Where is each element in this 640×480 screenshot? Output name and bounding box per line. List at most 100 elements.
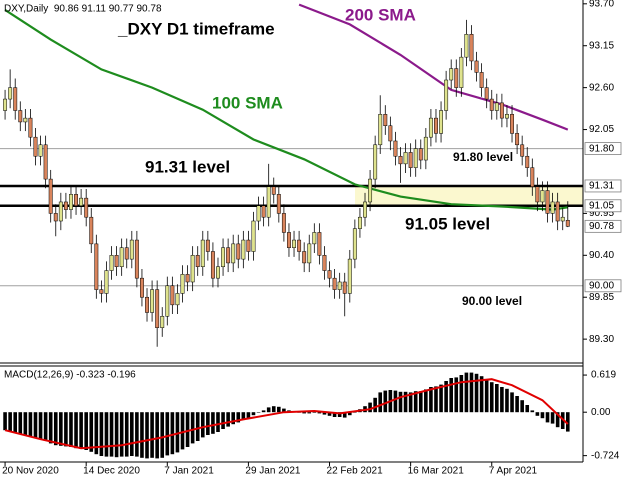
candle-body: [99, 289, 104, 294]
candle-body: [484, 87, 489, 100]
candle-body: [520, 144, 525, 157]
candle-body: [560, 216, 565, 222]
macd-bar: [130, 412, 134, 456]
macd-bar: [429, 387, 433, 413]
candle-body: [292, 239, 296, 248]
macd-bar: [459, 375, 464, 413]
candle-body: [357, 216, 362, 229]
macd-bar: [555, 412, 560, 428]
candle-body: [525, 155, 530, 168]
candle-body: [449, 68, 454, 81]
candle-body: [505, 114, 509, 119]
candle-body: [124, 247, 129, 260]
macd-bar: [59, 412, 63, 446]
macd-bar: [317, 412, 322, 414]
candle-body: [89, 216, 94, 245]
candle-body: [535, 186, 540, 203]
candle-body: [413, 148, 418, 168]
candle-body: [545, 190, 550, 214]
x-tick-label: 16 Mar 2021: [408, 466, 465, 477]
candle-body: [337, 281, 342, 290]
macd-bar: [479, 376, 484, 413]
candle-body: [119, 247, 124, 267]
candle-body: [276, 194, 281, 214]
macd-bar: [28, 412, 33, 437]
macd-bar: [195, 412, 200, 441]
macd-bar: [206, 412, 210, 435]
candle-body: [423, 136, 428, 161]
y-tick-label: 90.40: [589, 250, 614, 261]
level-label-box: [584, 179, 622, 193]
candle-body: [297, 239, 302, 252]
macd-bar: [307, 412, 312, 414]
candle-body: [363, 201, 367, 218]
candle-body: [165, 285, 170, 317]
last-price-label-box: [584, 219, 622, 233]
candle-body: [418, 148, 423, 161]
candle-body: [48, 178, 53, 214]
macd-bar: [150, 412, 154, 458]
candle-body: [231, 243, 236, 264]
candle-body: [94, 243, 99, 290]
macd-bar: [271, 406, 276, 413]
macd-bar: [43, 412, 48, 441]
candle-body: [170, 285, 175, 306]
macd-bar: [33, 412, 38, 438]
y-tick-label: 92.60: [589, 82, 614, 93]
candle-body: [302, 251, 307, 264]
y-tick-label: 89.85: [589, 292, 614, 303]
macd-bar: [251, 412, 256, 416]
macd-bar: [342, 412, 347, 418]
annotation: 91.05 level: [405, 214, 490, 233]
candle-body: [555, 201, 560, 222]
candle-body: [332, 277, 337, 290]
y-tick-label: 93.15: [589, 40, 614, 51]
macd-bar: [175, 412, 180, 453]
macd-bar: [64, 412, 68, 447]
macd-bar: [135, 412, 139, 457]
macd-bar: [256, 412, 261, 413]
macd-bar: [565, 412, 570, 432]
x-tick-label: 7 Apr 2021: [489, 466, 538, 477]
sma-line: [4, 8, 568, 211]
candle-body: [18, 110, 23, 123]
macd-bar: [378, 392, 383, 413]
macd-bar: [368, 402, 372, 413]
macd-bar: [282, 408, 286, 413]
candle-body: [190, 255, 195, 283]
macd-bar: [226, 412, 230, 427]
macd-bar: [353, 412, 357, 413]
sma-label: 100 SMA: [212, 93, 283, 112]
macd-bar: [500, 387, 504, 413]
candle-body: [327, 270, 332, 279]
y-tick-label: 0.619: [591, 370, 616, 381]
macd-bar: [216, 412, 220, 432]
signal-line: [4, 378, 569, 450]
macd-bar: [327, 412, 332, 416]
y-tick-label: 92.05: [589, 124, 614, 135]
macd-bar: [505, 388, 509, 413]
candle-body: [312, 232, 317, 245]
y-tick-label: -0.724: [591, 450, 620, 461]
candle-body: [444, 79, 449, 111]
macd-bar: [302, 412, 306, 414]
candle-body: [155, 289, 160, 328]
candle-body: [8, 87, 13, 100]
macd-bar: [79, 412, 83, 449]
candle-body: [74, 194, 78, 207]
macd-bar: [104, 412, 109, 457]
candle-body: [439, 110, 444, 134]
candle-body: [58, 201, 63, 222]
macd-bar: [424, 389, 428, 413]
macd-bar: [520, 400, 524, 413]
candle-body: [28, 117, 33, 138]
candle-body: [200, 239, 205, 267]
x-tick-label: 7 Jan 2021: [164, 466, 214, 477]
macd-bar: [89, 412, 94, 452]
candle-body: [474, 60, 479, 73]
candle-body: [129, 239, 134, 260]
candle-body: [459, 56, 464, 88]
candle-body: [241, 239, 246, 260]
candle-body: [175, 293, 180, 306]
